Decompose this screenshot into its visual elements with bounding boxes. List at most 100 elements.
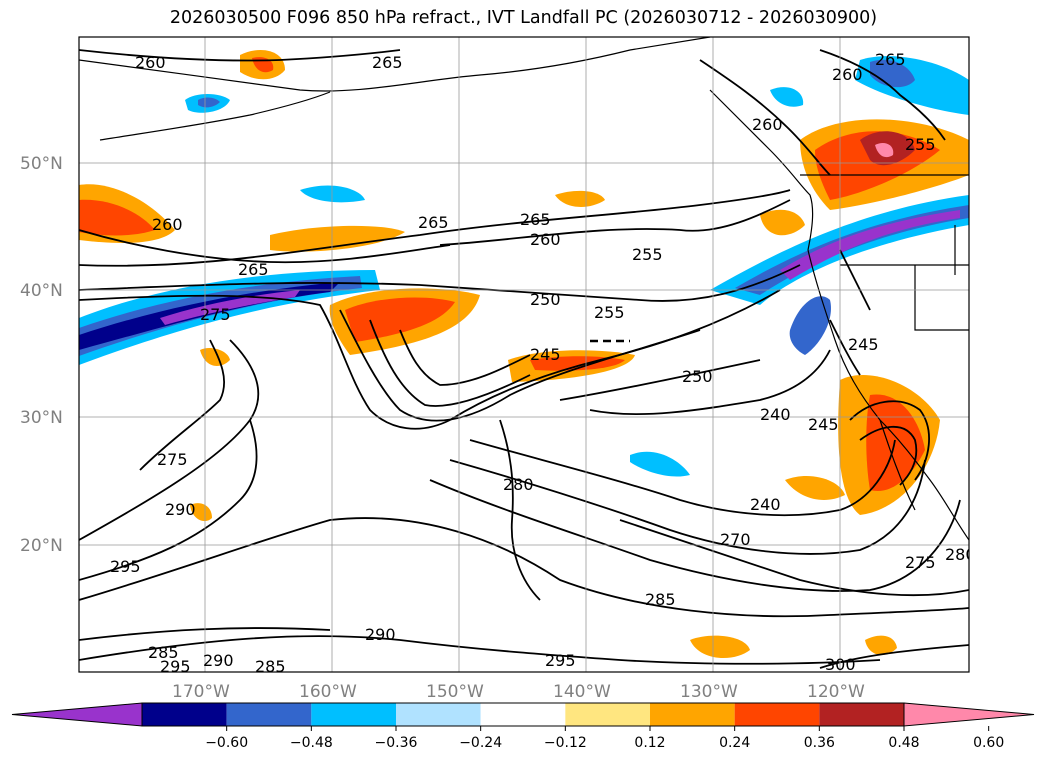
lat-label: 40°N [20, 281, 63, 301]
colorbar-tick-label: 0.48 [888, 735, 919, 751]
positive-blob-mid-small [555, 190, 605, 207]
longitude-labels: 170°W 160°W 150°W 140°W 130°W 120°W [172, 682, 865, 702]
negative-blob-gulf [770, 87, 804, 107]
contour-label: 295 [545, 651, 576, 670]
colorbar-tick-label: −0.60 [205, 735, 248, 751]
contour-label: 265 [372, 53, 403, 72]
contour-tongue-2 [339, 309, 701, 422]
latitude-labels: 50°N 40°N 30°N 20°N [20, 154, 63, 556]
contour-label: 265 [520, 210, 551, 229]
positive-blob-190 [190, 503, 212, 522]
contour-label: 245 [808, 415, 839, 434]
contour-290-s [79, 627, 331, 641]
contour-tongue-4 [399, 329, 531, 386]
positive-blob-baja-west [785, 475, 845, 500]
contour-label: 290 [365, 625, 396, 644]
negative-blob-coast [789, 296, 831, 355]
alaska-coast [79, 37, 711, 92]
negative-band-west-max [160, 290, 300, 325]
coastlines [79, 37, 969, 541]
contour-label: 260 [530, 230, 561, 249]
colorbar-tick-label: 0.60 [973, 735, 1004, 751]
positive-blob-baja-core [866, 394, 925, 491]
negative-blob-npac [300, 185, 365, 203]
contour-ne-260 [699, 59, 831, 176]
lat-label: 50°N [20, 154, 63, 174]
contour-label: 285 [148, 643, 179, 662]
contour-280-mid [499, 419, 541, 601]
colorbar-tick-label: 0.36 [804, 735, 835, 751]
colorbar-swatches [11, 702, 1035, 727]
contour-265-a [79, 264, 801, 302]
contour-label: 275 [905, 553, 936, 572]
colorbar-tick-label: −0.36 [375, 735, 418, 751]
contour-label: 290 [165, 500, 196, 519]
contour-295 [79, 419, 258, 581]
contour-label: 240 [750, 495, 781, 514]
contour-label: 275 [200, 305, 231, 324]
contour-300 [819, 644, 969, 669]
map-frame [78, 36, 970, 673]
contour-label: 280 [945, 545, 976, 564]
contour-jet-1 [469, 439, 896, 517]
positive-blob-coast-mid [760, 209, 805, 236]
contour-label: 300 [825, 655, 856, 674]
contour-lines [79, 49, 969, 669]
negative-blob-mid [630, 451, 690, 477]
colorbar-swatch [819, 703, 904, 726]
lon-label: 130°W [680, 682, 738, 702]
contour-label: 255 [632, 245, 663, 264]
contour-label: 275 [157, 450, 188, 469]
map-title: 2026030500 F096 850 hPa refract., IVT La… [169, 8, 878, 28]
colorbar-swatch [650, 703, 735, 726]
negative-blob-aleut-core [198, 97, 220, 108]
contour-label: 295 [110, 557, 141, 576]
contour-240 [589, 349, 831, 416]
contour-nw-260 [79, 49, 401, 62]
colorbar-swatch [226, 703, 312, 726]
contour-label: 265 [875, 50, 906, 69]
contour-label: 270 [720, 530, 751, 549]
contour-tongue-3 [369, 319, 531, 407]
contour-label: 255 [905, 135, 936, 154]
colorbar-swatch [480, 703, 566, 726]
positive-blob-npac-band [270, 225, 405, 252]
contour-label: 280 [503, 475, 534, 494]
negative-band-east-max [780, 210, 960, 280]
colorbar: −0.60 −0.48 −0.36 −0.24 −0.12 0.12 0.24 0.36 0.4… [11, 702, 1035, 751]
colorbar-ticks: −0.60 −0.48 −0.36 −0.24 −0.12 0.12 0.24 0.36 0.4… [205, 726, 1004, 751]
contour-ne-265 [819, 49, 946, 141]
lon-label: 120°W [807, 682, 865, 702]
contour-250 [559, 359, 761, 401]
lat-label: 20°N [20, 536, 63, 556]
contour-265-n [79, 189, 791, 267]
bc-coast [709, 89, 814, 251]
lon-label: 160°W [299, 682, 357, 702]
colorbar-extension-min [11, 702, 143, 727]
contour-label: 295 [160, 657, 191, 676]
lon-label: 170°W [172, 682, 230, 702]
contour-label: 265 [238, 260, 269, 279]
colorbar-tick-label: −0.24 [459, 735, 502, 751]
colorbar-swatch [396, 703, 481, 726]
colorbar-tick-label: −0.48 [290, 735, 333, 751]
state-border-2 [914, 265, 969, 331]
colorbar-swatch [734, 703, 820, 726]
contour-label: 290 [203, 651, 234, 670]
colorbar-swatch [142, 703, 227, 726]
contour-295-s [79, 635, 881, 665]
contour-label: 255 [594, 303, 625, 322]
colorbar-tick-label: 0.24 [719, 735, 750, 751]
contour-label: 260 [152, 215, 183, 234]
contour-label: 260 [832, 65, 863, 84]
map-area: 260 265 260 265 255 260 265 265 260 255 … [79, 37, 976, 676]
positive-blob-south [690, 635, 750, 659]
contour-label: 250 [682, 367, 713, 386]
contour-label: 285 [255, 657, 286, 676]
contour-baja-1 [849, 400, 930, 481]
positive-blob-central-core [345, 297, 455, 342]
contour-baja-2 [859, 425, 918, 486]
gridlines [79, 37, 969, 672]
us-west-coast [807, 249, 969, 541]
